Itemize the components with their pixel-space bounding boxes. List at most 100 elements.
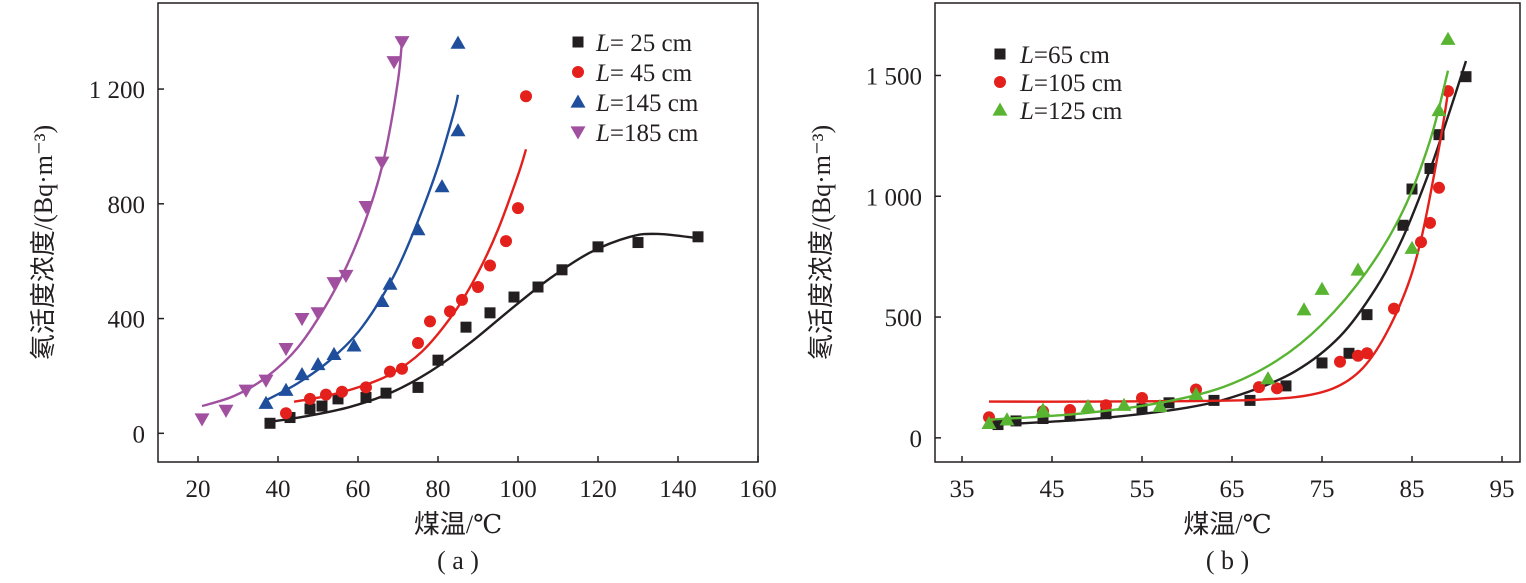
- data-point: [304, 392, 316, 405]
- data-point: [382, 276, 398, 290]
- data-point: [992, 419, 1004, 431]
- data-point: [484, 259, 496, 272]
- chart-panel-a: 20 40 60 80 100 120 140 160 0 400 800 1 200 煤温/℃ 氡活度浓…: [29, 2, 777, 575]
- legend-marker: [994, 48, 1006, 60]
- data-point: [1350, 262, 1366, 276]
- fit-curve: [265, 94, 460, 402]
- data-point: [412, 381, 424, 393]
- data-point: [460, 321, 472, 333]
- data-point: [346, 338, 362, 352]
- data-point: [384, 365, 396, 378]
- data-point: [194, 413, 210, 427]
- data-point: [520, 90, 532, 103]
- x-tick-label: 20: [186, 476, 211, 503]
- legend-marker: [572, 36, 584, 48]
- data-point: [484, 307, 496, 319]
- data-point: [258, 374, 274, 388]
- data-point: [280, 407, 292, 420]
- x-tick-label: 75: [1310, 476, 1335, 503]
- data-point: [981, 415, 997, 429]
- data-point: [374, 156, 390, 170]
- data-point: [1100, 408, 1112, 420]
- data-point: [1388, 302, 1400, 315]
- data-point: [310, 307, 326, 321]
- data-point: [432, 354, 444, 366]
- data-point: [424, 315, 436, 328]
- data-point: [1361, 309, 1373, 321]
- data-point: [358, 201, 374, 215]
- x-tick-label: 40: [266, 476, 291, 503]
- y-tick-label: 0: [910, 426, 923, 453]
- fit-curve: [988, 92, 1450, 403]
- data-point: [264, 417, 276, 429]
- data-point: [508, 291, 520, 303]
- data-point: [1343, 347, 1355, 359]
- data-point: [278, 382, 294, 396]
- data-point: [456, 293, 468, 306]
- x-tick-label: 55: [1130, 476, 1155, 503]
- y-tick-label: 1 500: [866, 63, 922, 90]
- data-point: [1424, 162, 1436, 174]
- data-point: [1136, 403, 1148, 415]
- panel-caption: ( b ): [1206, 546, 1249, 575]
- legend-marker: [570, 126, 586, 140]
- data-point: [1397, 219, 1409, 231]
- legend-label: L=145 cm: [595, 90, 699, 117]
- data-point: [1424, 216, 1436, 229]
- y-axis-label: 氡活度浓度/(Bq·m⁻³): [807, 125, 836, 360]
- data-point: [380, 387, 392, 399]
- y-tick-label: 500: [885, 305, 923, 332]
- fit-curve: [293, 148, 528, 403]
- legend-label: L=185 cm: [595, 120, 699, 147]
- data-point: [278, 343, 294, 357]
- data-point: [258, 395, 274, 409]
- x-tick-label: 120: [579, 476, 617, 503]
- x-axis-label: 煤温/℃: [1183, 510, 1271, 539]
- legend-label: L= 25 cm: [595, 30, 693, 57]
- plot-frame: [157, 2, 759, 463]
- data-point: [294, 312, 310, 327]
- data-point: [310, 356, 326, 371]
- data-point: [1433, 181, 1445, 194]
- data-point: [1314, 281, 1330, 295]
- chart-panel-b: 35 45 55 65 75 85 95 0 500 1 000 1 500 煤温/℃ 氡活度浓度/(B…: [807, 2, 1521, 575]
- legend-label: L=65 cm: [1019, 42, 1110, 69]
- data-point: [1136, 391, 1148, 404]
- data-point: [1361, 347, 1373, 360]
- data-point: [360, 381, 372, 394]
- legend: L=65 cmL=105 cmL=125 cm: [992, 42, 1123, 125]
- x-tick-label: 60: [346, 476, 371, 503]
- data-point: [410, 222, 426, 236]
- y-axis-label: 氡活度浓度/(Bq·m⁻³): [29, 125, 58, 360]
- data-point: [450, 35, 466, 49]
- x-tick-label: 95: [1490, 476, 1515, 503]
- x-tick-label: 45: [1040, 476, 1065, 503]
- x-tick-label: 35: [950, 476, 975, 503]
- legend-marker: [572, 66, 584, 78]
- data-point: [316, 400, 328, 412]
- data-point: [326, 277, 342, 291]
- data-point: [1116, 397, 1132, 411]
- legend-label: L=105 cm: [1019, 70, 1123, 97]
- y-tick-label: 800: [108, 192, 146, 219]
- y-tick-label: 0: [133, 421, 146, 448]
- y-tick-label: 1 000: [866, 184, 922, 211]
- series-3: [194, 36, 410, 427]
- data-point: [532, 281, 544, 293]
- data-point: [386, 56, 402, 70]
- x-tick-label: 85: [1400, 476, 1425, 503]
- data-point: [360, 391, 372, 403]
- x-tick-label: 140: [659, 476, 697, 503]
- data-point: [1037, 413, 1049, 425]
- data-point: [1404, 240, 1420, 254]
- data-point: [218, 404, 234, 418]
- data-point: [1035, 402, 1051, 416]
- data-point: [294, 367, 310, 381]
- data-point: [592, 241, 604, 253]
- data-point: [1188, 386, 1204, 400]
- data-point: [394, 36, 410, 50]
- plot-frame: [934, 2, 1521, 463]
- data-point: [1271, 382, 1283, 395]
- x-axis-label: 煤温/℃: [414, 510, 502, 539]
